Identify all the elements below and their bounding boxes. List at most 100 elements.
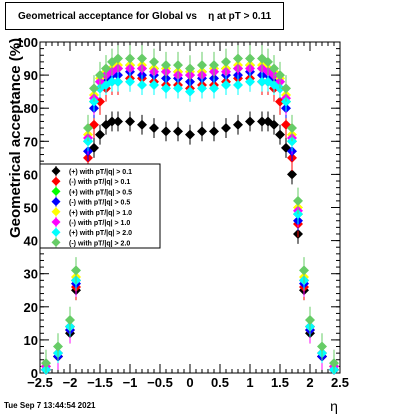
y-tick-label: 0 bbox=[31, 366, 38, 381]
x-tick-label: 2.5 bbox=[331, 375, 349, 390]
data-point bbox=[107, 76, 117, 87]
y-tick-label: 40 bbox=[24, 234, 38, 249]
data-point bbox=[95, 70, 105, 81]
data-point bbox=[293, 195, 303, 206]
legend-label: (+) with pT/|q| > 0.5 bbox=[69, 189, 132, 196]
data-point bbox=[173, 83, 183, 94]
legend-marker bbox=[51, 217, 61, 227]
data-point bbox=[221, 56, 231, 67]
axes: −2.5 −2 −1.5 −1 −0.5 0 0.5 1 1.5 2 2.5 0 10 20 30 40 50 6… bbox=[16, 35, 349, 390]
x-tick-label: 1 bbox=[246, 375, 253, 390]
x-axis-label: η bbox=[330, 398, 338, 414]
data-point bbox=[257, 116, 267, 127]
data-point bbox=[161, 126, 171, 137]
x-tick-label: −2 bbox=[63, 375, 78, 390]
data-point bbox=[245, 116, 255, 127]
x-tick-label: 0.5 bbox=[211, 375, 229, 390]
data-point bbox=[329, 358, 339, 369]
data-point bbox=[65, 315, 75, 326]
legend-label: (+) with pT/|q| > 2.0 bbox=[69, 230, 132, 237]
y-tick-label: 60 bbox=[24, 167, 38, 182]
data-point bbox=[221, 80, 231, 91]
legend-label: (+) with pT/|q| > 0.1 bbox=[69, 169, 132, 176]
data-point bbox=[269, 119, 279, 130]
data-point bbox=[95, 129, 105, 140]
legend-marker bbox=[51, 227, 61, 237]
data-point bbox=[233, 53, 243, 64]
data-point bbox=[173, 60, 183, 71]
data-point bbox=[185, 129, 195, 140]
data-point bbox=[281, 83, 291, 94]
y-tick-label: 20 bbox=[24, 300, 38, 315]
data-point bbox=[89, 83, 99, 94]
y-tick-label: 70 bbox=[24, 134, 38, 149]
data-point bbox=[149, 123, 159, 134]
data-point bbox=[161, 60, 171, 71]
legend-item: (-) with pT/|q| > 1.0 bbox=[51, 217, 130, 227]
data-point bbox=[209, 126, 219, 137]
y-tick-label: 10 bbox=[24, 333, 38, 348]
data-point bbox=[113, 116, 123, 127]
data-point bbox=[275, 129, 285, 140]
legend-item: (-) with pT/|q| > 0.1 bbox=[51, 176, 130, 187]
legend-item: (+) with pT/|q| > 0.1 bbox=[51, 166, 132, 176]
y-tick-label: 50 bbox=[24, 201, 38, 216]
data-point bbox=[41, 358, 51, 369]
data-point bbox=[197, 83, 207, 94]
y-tick-label: 100 bbox=[16, 35, 38, 50]
x-tick-label: −0.5 bbox=[147, 375, 173, 390]
data-point bbox=[137, 80, 147, 91]
legend-item: (+) with pT/|q| > 0.5 bbox=[51, 186, 132, 197]
chart-title: Geometrical acceptance for Global vs η a… bbox=[18, 10, 272, 22]
legend-marker bbox=[51, 197, 61, 207]
x-tick-label: 1.5 bbox=[271, 375, 289, 390]
data-point bbox=[161, 83, 171, 94]
data-point bbox=[305, 315, 315, 326]
data-point bbox=[149, 80, 159, 91]
x-tick-label: −1 bbox=[123, 375, 138, 390]
data-point bbox=[137, 53, 147, 64]
data-point bbox=[233, 119, 243, 130]
data-point bbox=[287, 123, 297, 134]
legend-item: (-) with pT/|q| > 2.0 bbox=[51, 237, 130, 248]
data-point bbox=[257, 76, 267, 87]
data-point bbox=[233, 80, 243, 91]
x-tick-label: 2 bbox=[306, 375, 313, 390]
y-axis-label: Geometrical acceptance (%) bbox=[7, 38, 24, 238]
data-point bbox=[245, 76, 255, 87]
y-tick-label: 30 bbox=[24, 267, 38, 282]
timestamp-footer: Tue Sep 7 13:44:54 2021 bbox=[4, 401, 96, 410]
series-8 bbox=[41, 45, 339, 373]
data-point bbox=[209, 83, 219, 94]
data-point bbox=[197, 60, 207, 71]
data-point bbox=[107, 116, 117, 127]
x-tick-label: −1.5 bbox=[87, 375, 113, 390]
x-tick-label: −2.5 bbox=[27, 375, 53, 390]
legend-label: (-) with pT/|q| > 1.0 bbox=[69, 220, 130, 227]
x-tick-label: 0 bbox=[186, 375, 193, 390]
legend-marker bbox=[51, 186, 61, 196]
data-point bbox=[125, 53, 135, 64]
data-point bbox=[137, 119, 147, 130]
data-point bbox=[173, 126, 183, 137]
legend-label: (-) with pT/|q| > 2.0 bbox=[69, 240, 130, 247]
data-point bbox=[113, 53, 123, 64]
legend-item: (+) with pT/|q| > 1.0 bbox=[51, 206, 132, 217]
legend-item: (-) with pT/|q| > 0.5 bbox=[51, 196, 130, 207]
data-point bbox=[287, 169, 297, 180]
legend-item: (+) with pT/|q| > 2.0 bbox=[51, 227, 132, 238]
legend-marker bbox=[51, 237, 61, 247]
data-point bbox=[185, 63, 195, 74]
legend-marker bbox=[51, 166, 61, 176]
legend-label: (-) with pT/|q| > 0.5 bbox=[69, 200, 130, 207]
data-point bbox=[299, 265, 309, 276]
data-point bbox=[221, 123, 231, 134]
data-point bbox=[113, 76, 123, 87]
y-tick-label: 90 bbox=[24, 68, 38, 83]
data-point bbox=[263, 56, 273, 67]
data-point bbox=[275, 70, 285, 81]
y-tick-label: 80 bbox=[24, 101, 38, 116]
legend-box bbox=[39, 163, 161, 249]
data-point bbox=[149, 56, 159, 67]
